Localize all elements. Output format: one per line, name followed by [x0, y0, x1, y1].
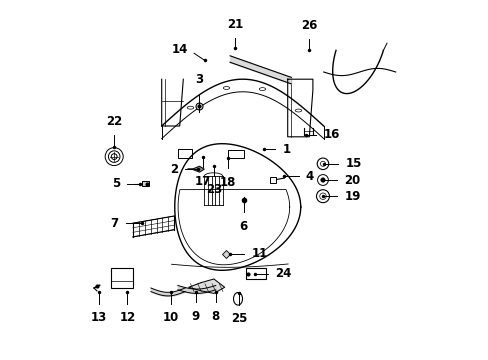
- Bar: [246, 268, 265, 279]
- Polygon shape: [188, 279, 224, 293]
- Text: 22: 22: [106, 115, 122, 128]
- Text: 7: 7: [110, 217, 118, 230]
- Text: 20: 20: [344, 174, 360, 186]
- Text: 15: 15: [345, 157, 361, 170]
- FancyArrowPatch shape: [225, 253, 226, 254]
- Text: 1: 1: [282, 143, 290, 156]
- Circle shape: [320, 178, 325, 182]
- Text: 9: 9: [191, 310, 200, 323]
- Text: 13: 13: [90, 311, 106, 324]
- Text: 17: 17: [195, 175, 211, 188]
- Text: 10: 10: [162, 311, 179, 324]
- Text: 19: 19: [344, 190, 360, 203]
- Text: 4: 4: [305, 170, 313, 183]
- Bar: [142, 181, 149, 186]
- Bar: [111, 268, 133, 288]
- Text: 3: 3: [195, 73, 203, 86]
- Bar: [228, 150, 244, 158]
- Text: 8: 8: [211, 310, 220, 323]
- Text: 24: 24: [275, 267, 291, 280]
- Text: 14: 14: [171, 43, 188, 56]
- Text: 12: 12: [119, 311, 135, 324]
- Text: 5: 5: [112, 177, 120, 190]
- Text: 21: 21: [227, 18, 243, 31]
- Text: 16: 16: [323, 129, 339, 141]
- Text: 23: 23: [205, 183, 222, 196]
- Text: 11: 11: [251, 247, 267, 260]
- Text: 6: 6: [239, 220, 247, 233]
- Text: 25: 25: [230, 312, 247, 325]
- Text: 2: 2: [169, 163, 178, 176]
- Text: 18: 18: [220, 176, 236, 189]
- Text: 26: 26: [301, 19, 317, 32]
- Polygon shape: [187, 166, 204, 172]
